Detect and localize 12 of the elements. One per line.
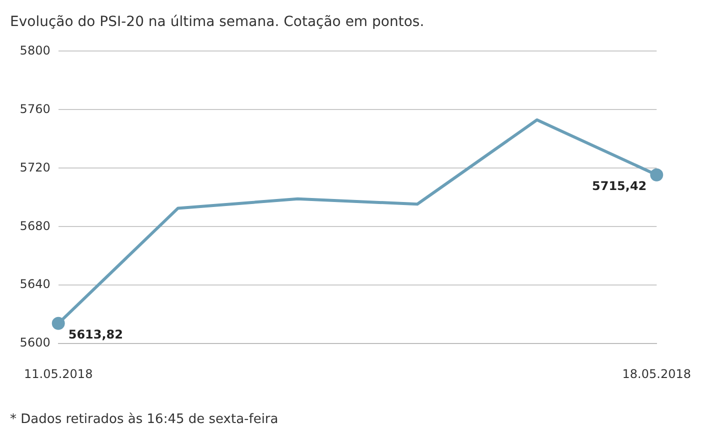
data-label: 5613,82 <box>68 328 124 342</box>
chart-title: Evolução do PSI-20 na última semana. Cotação em pontos. <box>9 13 426 32</box>
y-tick-label: 5680 <box>20 218 50 233</box>
y-tick-label: 5600 <box>20 336 50 350</box>
text: * Dados retirados às 16:45 de sexta-feira <box>9 411 280 429</box>
y-tick-label: 5640 <box>20 277 50 292</box>
x-tick-label: 11.05.2018 <box>24 366 93 381</box>
data-label: 5715,42 <box>592 178 647 193</box>
x-tick-label: 18.05.2018 <box>622 366 692 381</box>
y-tick-label: 5760 <box>20 102 50 116</box>
y-tick-label: 5800 <box>20 43 50 58</box>
y-tick-label: 5720 <box>20 160 50 174</box>
